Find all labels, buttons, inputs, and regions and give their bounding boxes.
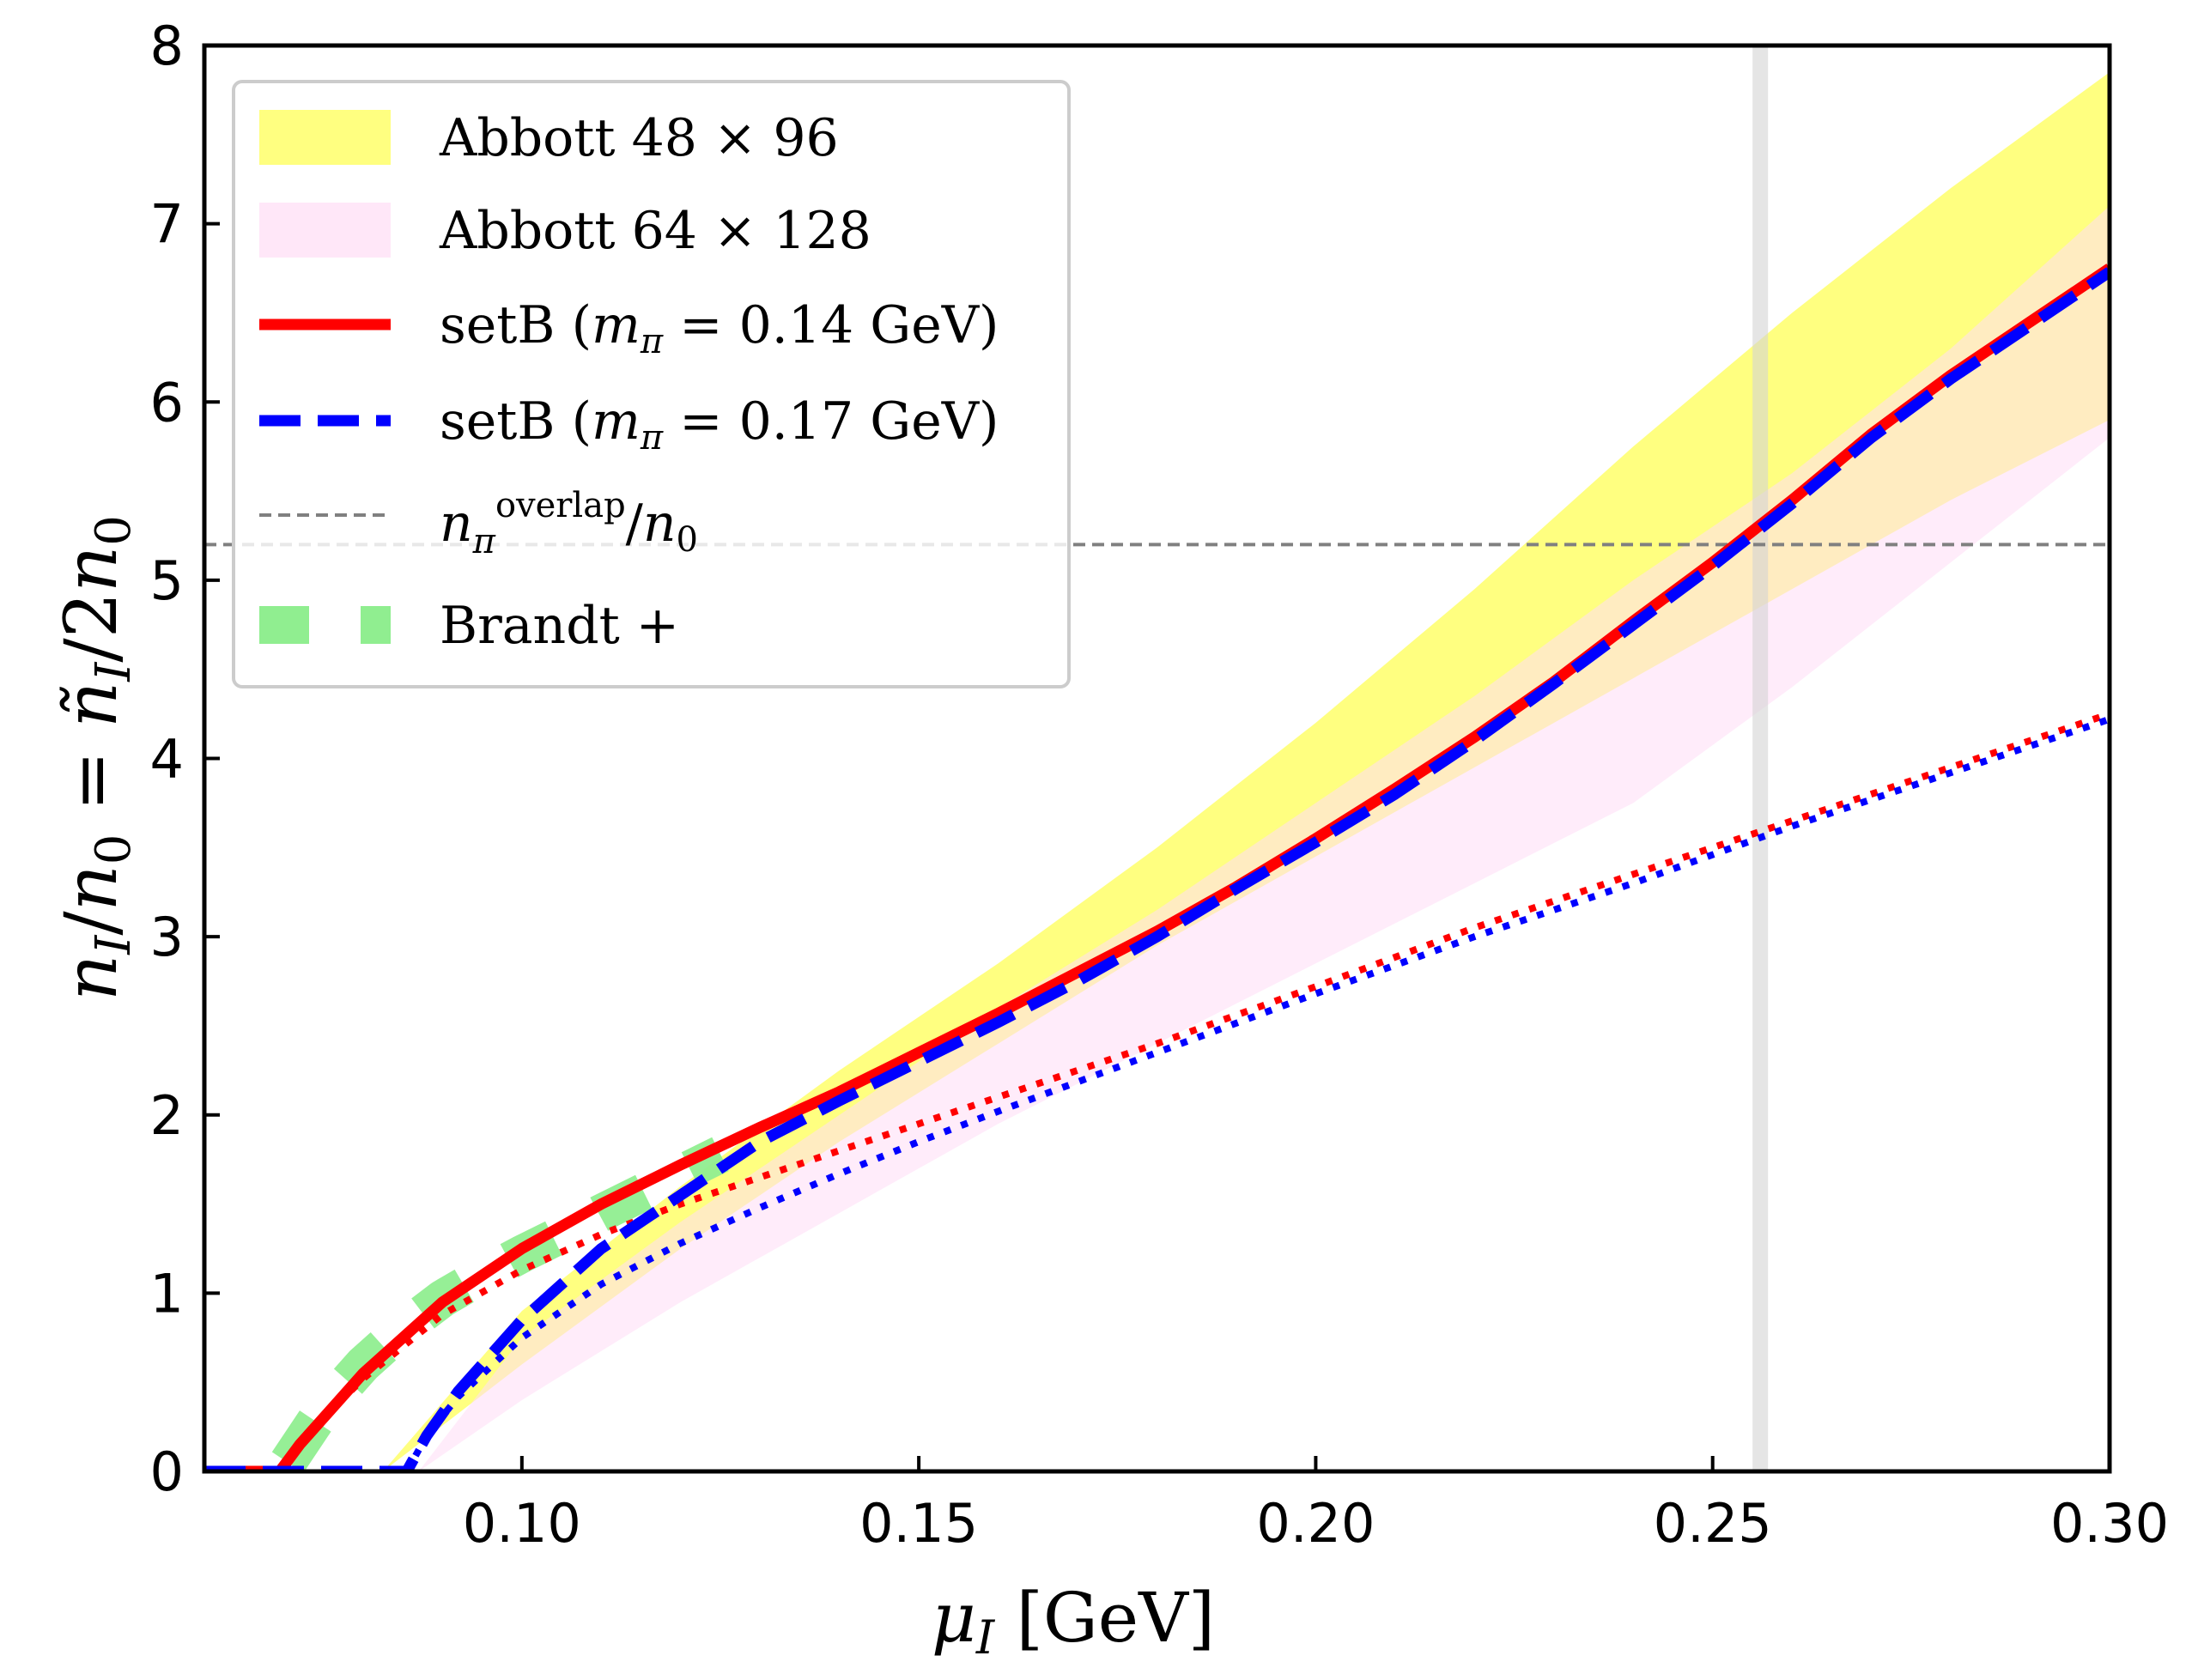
y-tick-label: 7: [150, 193, 184, 256]
y-tick-label: 6: [150, 371, 184, 434]
x-tick-label: 0.20: [1256, 1492, 1375, 1555]
legend-label-abbott-64x128: Abbott 64 × 128: [439, 201, 871, 261]
legend-box: [232, 80, 1071, 688]
y-tick-label: 2: [150, 1084, 184, 1147]
x-tick-label: 0.10: [463, 1492, 581, 1555]
x-tick-label: 0.25: [1654, 1492, 1772, 1555]
y-tick-label: 1: [150, 1262, 184, 1325]
y-axis-label: nI/n0 = ñI/2n0: [49, 515, 142, 1001]
y-tick-label: 0: [150, 1440, 184, 1503]
band-abbott-48x96: [383, 72, 2110, 1471]
legend-handle-abbott-48x96: [259, 110, 391, 165]
series-setb-014: [204, 264, 2110, 1471]
legend-label-overlap: nπoverlap/n0: [440, 486, 698, 561]
legend-label-abbott-48x96: Abbott 48 × 96: [439, 108, 839, 168]
legend-handle-abbott-64x128: [259, 203, 391, 258]
x-tick-label: 0.30: [2050, 1492, 2169, 1555]
legend-label-brandt: Brandt +: [440, 596, 679, 656]
y-tick-label: 3: [150, 906, 184, 968]
series-dotted-blue: [404, 716, 2110, 1471]
series-setb-017: [204, 267, 2110, 1471]
y-tick-label: 4: [150, 728, 184, 791]
plot-frame: [202, 43, 2112, 1474]
y-tick-label: 8: [150, 15, 184, 77]
x-tick-label: 0.15: [859, 1492, 978, 1555]
legend-label-setb-017: setB (mπ = 0.17 GeV): [440, 391, 999, 458]
x-axis-label: μI [GeV]: [932, 1578, 1215, 1665]
band-abbott-64x128: [418, 205, 2110, 1471]
y-tick-label: 5: [150, 549, 184, 612]
series-dotted-red: [276, 710, 2110, 1471]
series-brandt: [271, 1137, 729, 1471]
legend-label-setb-014: setB (mπ = 0.14 GeV): [440, 295, 999, 361]
